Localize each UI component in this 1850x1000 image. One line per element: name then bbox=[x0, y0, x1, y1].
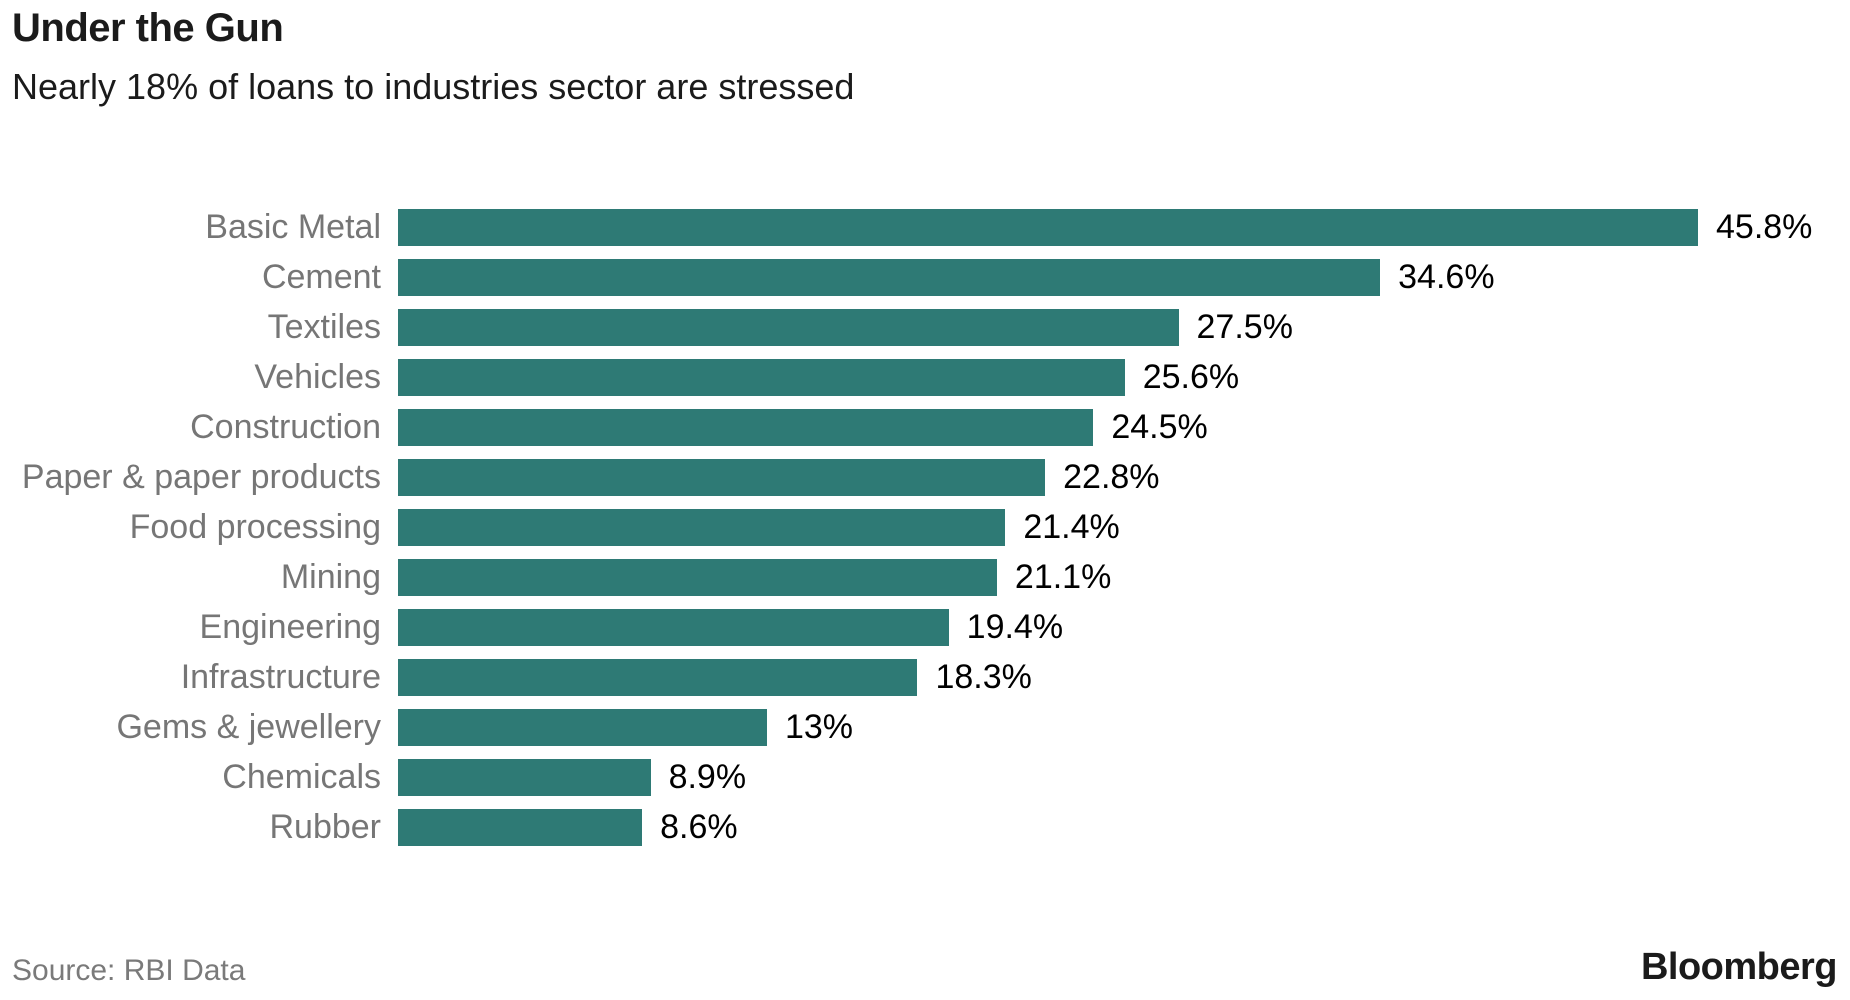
chart-row: Cement 34.6% bbox=[0, 252, 1850, 302]
bar bbox=[398, 558, 997, 596]
chart-row: Vehicles 25.6% bbox=[0, 352, 1850, 402]
chart-title: Under the Gun bbox=[12, 6, 284, 50]
bar bbox=[398, 658, 918, 696]
bar-line: 34.6% bbox=[398, 258, 1698, 297]
category-label: Paper & paper products bbox=[21, 457, 381, 496]
bar bbox=[398, 258, 1381, 296]
category-label: Textiles bbox=[267, 307, 381, 346]
chart-row: Gems & jewellery 13% bbox=[0, 702, 1850, 752]
category-label: Mining bbox=[280, 557, 381, 596]
value-label: 25.6% bbox=[1142, 357, 1240, 396]
bar-rows: Basic Metal 45.8% Cement 34.6% Textiles 27.5%… bbox=[0, 202, 1850, 852]
bar-line: 8.9% bbox=[398, 758, 1698, 797]
bar bbox=[398, 308, 1179, 346]
category-label: Chemicals bbox=[222, 757, 381, 796]
value-label: 45.8% bbox=[1716, 207, 1813, 246]
category-label: Food processing bbox=[129, 507, 381, 546]
category-label: Gems & jewellery bbox=[116, 707, 381, 746]
category-label: Engineering bbox=[199, 607, 381, 646]
bloomberg-logo: Bloomberg bbox=[1640, 946, 1838, 988]
bar-line: 21.1% bbox=[398, 558, 1698, 597]
bar-line: 45.8% bbox=[398, 208, 1812, 247]
bar bbox=[398, 408, 1094, 446]
bar-line: 19.4% bbox=[398, 608, 1698, 647]
category-label: Infrastructure bbox=[180, 657, 381, 696]
value-label: 19.4% bbox=[966, 607, 1064, 646]
chart-row: Textiles 27.5% bbox=[0, 302, 1850, 352]
category-label: Construction bbox=[190, 407, 381, 446]
value-label: 27.5% bbox=[1196, 307, 1293, 346]
bar-line: 8.6% bbox=[398, 808, 1698, 847]
bar-line: 25.6% bbox=[398, 358, 1698, 397]
chart-row: Construction 24.5% bbox=[0, 402, 1850, 452]
chart-row: Infrastructure 18.3% bbox=[0, 652, 1850, 702]
value-label: 13% bbox=[784, 707, 853, 746]
value-label: 34.6% bbox=[1398, 257, 1495, 296]
category-label: Vehicles bbox=[254, 357, 381, 396]
bar bbox=[398, 758, 651, 796]
value-label: 8.6% bbox=[660, 807, 738, 846]
value-label: 22.8% bbox=[1063, 457, 1160, 496]
chart-row: Rubber 8.6% bbox=[0, 802, 1850, 852]
category-label: Basic Metal bbox=[205, 207, 381, 246]
chart-row: Paper & paper products 22.8% bbox=[0, 452, 1850, 502]
value-label: 24.5% bbox=[1111, 407, 1208, 446]
chart-row: Engineering 19.4% bbox=[0, 602, 1850, 652]
value-label: 18.3% bbox=[935, 657, 1032, 696]
bar-line: 22.8% bbox=[398, 458, 1698, 497]
bar-line: 27.5% bbox=[398, 308, 1698, 347]
chart-row: Mining 21.1% bbox=[0, 552, 1850, 602]
value-label: 21.4% bbox=[1023, 507, 1120, 546]
chart-row: Food processing 21.4% bbox=[0, 502, 1850, 552]
source-label: Source: RBI Data bbox=[12, 954, 246, 987]
bar-line: 24.5% bbox=[398, 408, 1698, 447]
bar-line: 13% bbox=[398, 708, 1698, 747]
bar bbox=[398, 458, 1046, 496]
bar-line: 18.3% bbox=[398, 658, 1698, 697]
bar bbox=[398, 358, 1125, 396]
bar bbox=[398, 708, 767, 746]
bar bbox=[398, 508, 1006, 546]
chart-header: Under the Gun Nearly 18% of loans to ind… bbox=[12, 6, 854, 108]
category-label: Rubber bbox=[269, 807, 381, 846]
chart-row: Chemicals 8.9% bbox=[0, 752, 1850, 802]
value-label: 8.9% bbox=[668, 757, 747, 796]
chart-subtitle: Nearly 18% of loans to industries sector… bbox=[12, 65, 855, 107]
value-label: 21.1% bbox=[1014, 557, 1112, 596]
bar-chart: Basic Metal 45.8% Cement 34.6% Textiles 27.5%… bbox=[0, 202, 1850, 852]
bar bbox=[398, 208, 1698, 246]
bar bbox=[398, 808, 643, 846]
category-label: Cement bbox=[261, 257, 381, 296]
chart-row: Basic Metal 45.8% bbox=[0, 202, 1850, 252]
bar bbox=[398, 608, 949, 646]
bar-line: 21.4% bbox=[398, 508, 1698, 547]
